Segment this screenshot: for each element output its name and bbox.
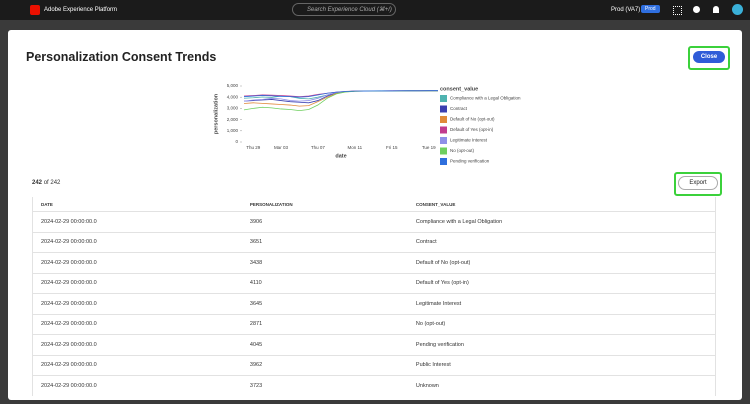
y-tick-label: 5,000 <box>227 83 239 88</box>
table-cell: Unknown <box>407 375 716 396</box>
x-tick-label: Thu 29 <box>246 145 261 150</box>
table-row: 2024-02-29 00:00:00.0 3906 Compliance with… <box>32 211 716 232</box>
table-cell: 4110 <box>241 272 408 294</box>
table-cell: 2024-02-29 00:00:00.0 <box>32 313 242 335</box>
table-row: 2024-02-29 00:00:00.0 3962 Public Interest <box>32 354 716 376</box>
legend-swatch <box>440 116 447 123</box>
export-highlight: Export <box>674 172 722 196</box>
count-selected: 242 <box>32 180 43 186</box>
table-cell: Pending verification <box>407 334 716 355</box>
legend-swatch <box>440 126 447 134</box>
x-axis-label: date <box>335 153 346 159</box>
count-total: of 242 <box>43 180 61 186</box>
y-tick-label: 1,000 <box>227 128 239 133</box>
sandbox-badge[interactable]: Prod <box>641 5 660 13</box>
y-tick-label: 3,000 <box>227 106 239 111</box>
results-table: DATE PERSONALIZATION CONSENT_VALUE 2024-02-… <box>32 197 716 396</box>
series-line <box>243 90 438 112</box>
legend-label: Contract <box>450 106 468 111</box>
export-button[interactable]: Export <box>678 176 718 190</box>
table-cell: Public Interest <box>407 354 716 376</box>
close-button[interactable]: Close <box>693 51 725 63</box>
close-highlight: Close <box>688 46 730 70</box>
y-tick-label: 2,000 <box>227 117 239 122</box>
chart: 0 1,000 2,000 3,000 4,000 5,000 Thu 29 Mar 03 Th… <box>200 65 550 167</box>
table-cell: 2024-02-29 00:00:00.0 <box>32 293 242 314</box>
table-cell: 2024-02-29 00:00:00.0 <box>32 334 242 355</box>
table-cell: 3438 <box>241 252 408 273</box>
table-cell: 2024-02-29 00:00:00.0 <box>32 354 242 376</box>
legend-swatch <box>440 105 447 113</box>
top-bar: Adobe Experience Platform Search Experie… <box>0 0 750 20</box>
table-row: 2024-02-29 00:00:00.0 3645 Legitimate Inte… <box>32 293 716 314</box>
table-cell: 2024-02-29 00:00:00.0 <box>32 252 242 273</box>
legend-label: Compliance with a Legal Obligation <box>450 96 521 101</box>
table-row: 2024-02-29 00:00:00.0 4045 Pending verific… <box>32 334 716 355</box>
legend-swatch <box>440 137 447 144</box>
y-tick-label: 4,000 <box>227 94 239 99</box>
modal: Personalization Consent Trends Close 0 1,… <box>8 30 742 400</box>
legend-label: No (opt-out) <box>450 148 475 153</box>
legend-title: consent_value <box>440 86 478 92</box>
table-cell: 4045 <box>241 334 408 355</box>
table-row: 2024-02-29 00:00:00.0 3438 Default of No (… <box>32 252 716 273</box>
table-cell: 3651 <box>241 231 408 253</box>
table-cell: 3906 <box>241 211 408 232</box>
table-cell: 3645 <box>241 293 408 314</box>
table-cell: Compliance with a Legal Obligation <box>407 211 716 232</box>
legend-label: Legitimate Interest <box>450 138 488 143</box>
y-tick-label: 0 <box>235 139 238 144</box>
legend-swatch <box>440 95 447 102</box>
column-header: PERSONALIZATION <box>241 197 408 212</box>
table-cell: 2024-02-29 00:00:00.0 <box>32 211 242 232</box>
table-cell: 2024-02-29 00:00:00.0 <box>32 375 242 396</box>
table-row: 2024-02-29 00:00:00.0 2871 No (opt-out) <box>32 313 716 335</box>
table-cell: Default of No (opt-out) <box>407 252 716 273</box>
adobe-logo[interactable] <box>30 5 40 15</box>
search-box[interactable]: Search Experience Cloud (⌘+/) <box>292 3 396 16</box>
table-row: 2024-02-29 00:00:00.0 3723 Unknown <box>32 375 716 396</box>
x-tick-label: Mon 11 <box>348 145 363 150</box>
table-cell: Legitimate Interest <box>407 293 716 314</box>
series-line <box>243 90 438 98</box>
avatar[interactable] <box>732 4 743 15</box>
table-cell: 3723 <box>241 375 408 396</box>
table-cell: Contract <box>407 231 716 253</box>
column-header: CONSENT_VALUE <box>407 197 716 212</box>
x-tick-label: Thu 07 <box>311 145 326 150</box>
table-cell: 3962 <box>241 354 408 376</box>
table-cell: No (opt-out) <box>407 313 716 335</box>
legend-label: Default of No (opt-out) <box>450 117 495 122</box>
legend-swatch <box>440 147 447 155</box>
apps-icon[interactable] <box>673 6 682 15</box>
x-tick-label: Tue 19 <box>422 145 436 150</box>
org-switcher[interactable]: Prod (VA7) <box>611 7 641 13</box>
help-icon[interactable] <box>693 6 700 13</box>
modal-title: Personalization Consent Trends <box>26 50 217 64</box>
y-axis-label: personalization <box>213 93 219 134</box>
x-tick-label: Fri 15 <box>386 145 398 150</box>
legend-label: Pending verification <box>450 159 490 164</box>
product-name[interactable]: Adobe Experience Platform <box>44 7 118 13</box>
table-row: 2024-02-29 00:00:00.0 3651 Contract <box>32 231 716 253</box>
table-cell: 2871 <box>241 313 408 335</box>
x-tick-label: Mar 03 <box>274 145 289 150</box>
notifications-icon[interactable] <box>713 6 719 13</box>
legend-swatch <box>440 158 447 165</box>
record-count: 242 of 242 <box>32 180 60 186</box>
table-cell: 2024-02-29 00:00:00.0 <box>32 231 242 253</box>
table-row: 2024-02-29 00:00:00.0 4110 Default of Yes … <box>32 272 716 294</box>
legend-label: Default of Yes (opt-in) <box>450 127 494 132</box>
table-cell: Default of Yes (opt-in) <box>407 272 716 294</box>
column-header: DATE <box>32 197 242 212</box>
table-cell: 2024-02-29 00:00:00.0 <box>32 272 242 294</box>
